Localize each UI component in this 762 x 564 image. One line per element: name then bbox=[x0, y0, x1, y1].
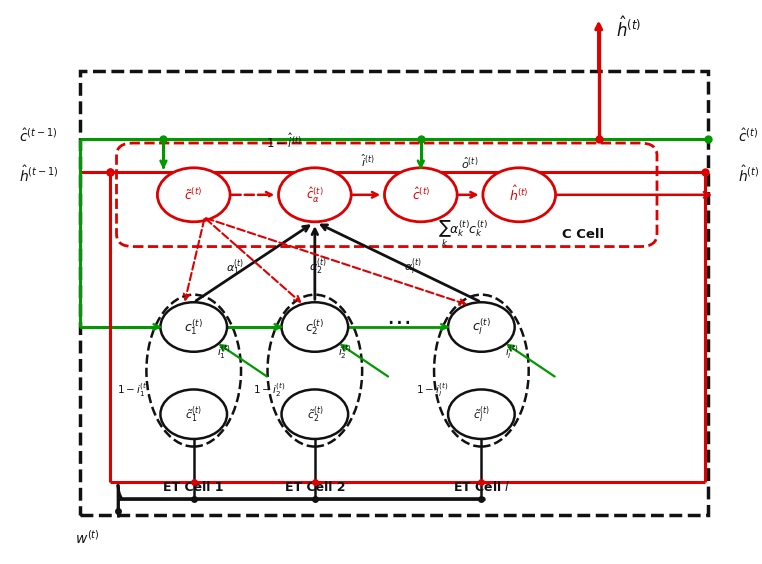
Text: $\alpha_l^{(t)}$: $\alpha_l^{(t)}$ bbox=[404, 256, 422, 276]
Circle shape bbox=[278, 168, 351, 222]
Text: $c_l^{(t)}$: $c_l^{(t)}$ bbox=[472, 317, 491, 337]
Text: $\alpha_2^{(t)}$: $\alpha_2^{(t)}$ bbox=[309, 256, 328, 276]
Text: $\hat{h}^{(t)}$: $\hat{h}^{(t)}$ bbox=[510, 185, 529, 204]
Text: $\hat{h}^{(t-1)}$: $\hat{h}^{(t-1)}$ bbox=[19, 165, 59, 185]
Text: ET Cell 2: ET Cell 2 bbox=[284, 481, 345, 494]
Text: $\hat{h}^{(t)}$: $\hat{h}^{(t)}$ bbox=[616, 16, 642, 41]
Text: $\tilde{c}^{(t)}$: $\tilde{c}^{(t)}$ bbox=[184, 187, 203, 202]
Circle shape bbox=[161, 390, 227, 439]
Text: $\tilde{c}_1^{(t)}$: $\tilde{c}_1^{(t)}$ bbox=[185, 404, 202, 425]
Text: $1-i_1^{(t)}$: $1-i_1^{(t)}$ bbox=[117, 381, 149, 399]
Text: $\sum_k \alpha_k^{(t)} c_k^{(t)}$: $\sum_k \alpha_k^{(t)} c_k^{(t)}$ bbox=[437, 219, 488, 249]
Text: $1-\hat{i}^{(t)}$: $1-\hat{i}^{(t)}$ bbox=[267, 132, 303, 151]
Text: $\alpha_1^{(t)}$: $\alpha_1^{(t)}$ bbox=[226, 258, 245, 278]
Text: $\tilde{c}_l^{(t)}$: $\tilde{c}_l^{(t)}$ bbox=[473, 404, 490, 425]
Circle shape bbox=[158, 168, 230, 222]
Text: $w^{(t)}$: $w^{(t)}$ bbox=[75, 529, 100, 547]
Text: $i_1^{(t)}$: $i_1^{(t)}$ bbox=[217, 343, 231, 362]
Text: $c_1^{(t)}$: $c_1^{(t)}$ bbox=[184, 317, 203, 337]
Text: C Cell: C Cell bbox=[562, 228, 604, 241]
Circle shape bbox=[448, 302, 514, 352]
Text: $\tilde{c}_2^{(t)}$: $\tilde{c}_2^{(t)}$ bbox=[306, 404, 323, 425]
Text: $\hat{i}^{(t)}$: $\hat{i}^{(t)}$ bbox=[361, 153, 375, 169]
Text: $\hat{h}^{(t)}$: $\hat{h}^{(t)}$ bbox=[738, 165, 759, 185]
Text: $1-i_2^{(t)}$: $1-i_2^{(t)}$ bbox=[253, 381, 286, 399]
Circle shape bbox=[483, 168, 555, 222]
Text: $i_l^{(t)}$: $i_l^{(t)}$ bbox=[505, 343, 518, 362]
Text: ET Cell 1: ET Cell 1 bbox=[164, 481, 224, 494]
Circle shape bbox=[281, 390, 348, 439]
Circle shape bbox=[385, 168, 457, 222]
Text: $\hat{o}^{(t)}$: $\hat{o}^{(t)}$ bbox=[461, 156, 479, 172]
Circle shape bbox=[161, 302, 227, 352]
Text: $\hat{c}^{(t)}$: $\hat{c}^{(t)}$ bbox=[411, 187, 430, 203]
Circle shape bbox=[448, 390, 514, 439]
Text: $c_2^{(t)}$: $c_2^{(t)}$ bbox=[306, 317, 325, 337]
Text: $\hat{c}_{\alpha}^{(t)}$: $\hat{c}_{\alpha}^{(t)}$ bbox=[306, 185, 324, 205]
Circle shape bbox=[281, 302, 348, 352]
Text: ET Cell $l$: ET Cell $l$ bbox=[453, 481, 510, 495]
Text: $\cdots$: $\cdots$ bbox=[386, 310, 410, 333]
Text: $\hat{c}^{(t-1)}$: $\hat{c}^{(t-1)}$ bbox=[19, 127, 58, 145]
Text: $\hat{c}^{(t)}$: $\hat{c}^{(t)}$ bbox=[738, 127, 759, 145]
Text: $i_2^{(t)}$: $i_2^{(t)}$ bbox=[338, 343, 352, 362]
Text: $1-i_l^{(t)}$: $1-i_l^{(t)}$ bbox=[416, 381, 449, 399]
